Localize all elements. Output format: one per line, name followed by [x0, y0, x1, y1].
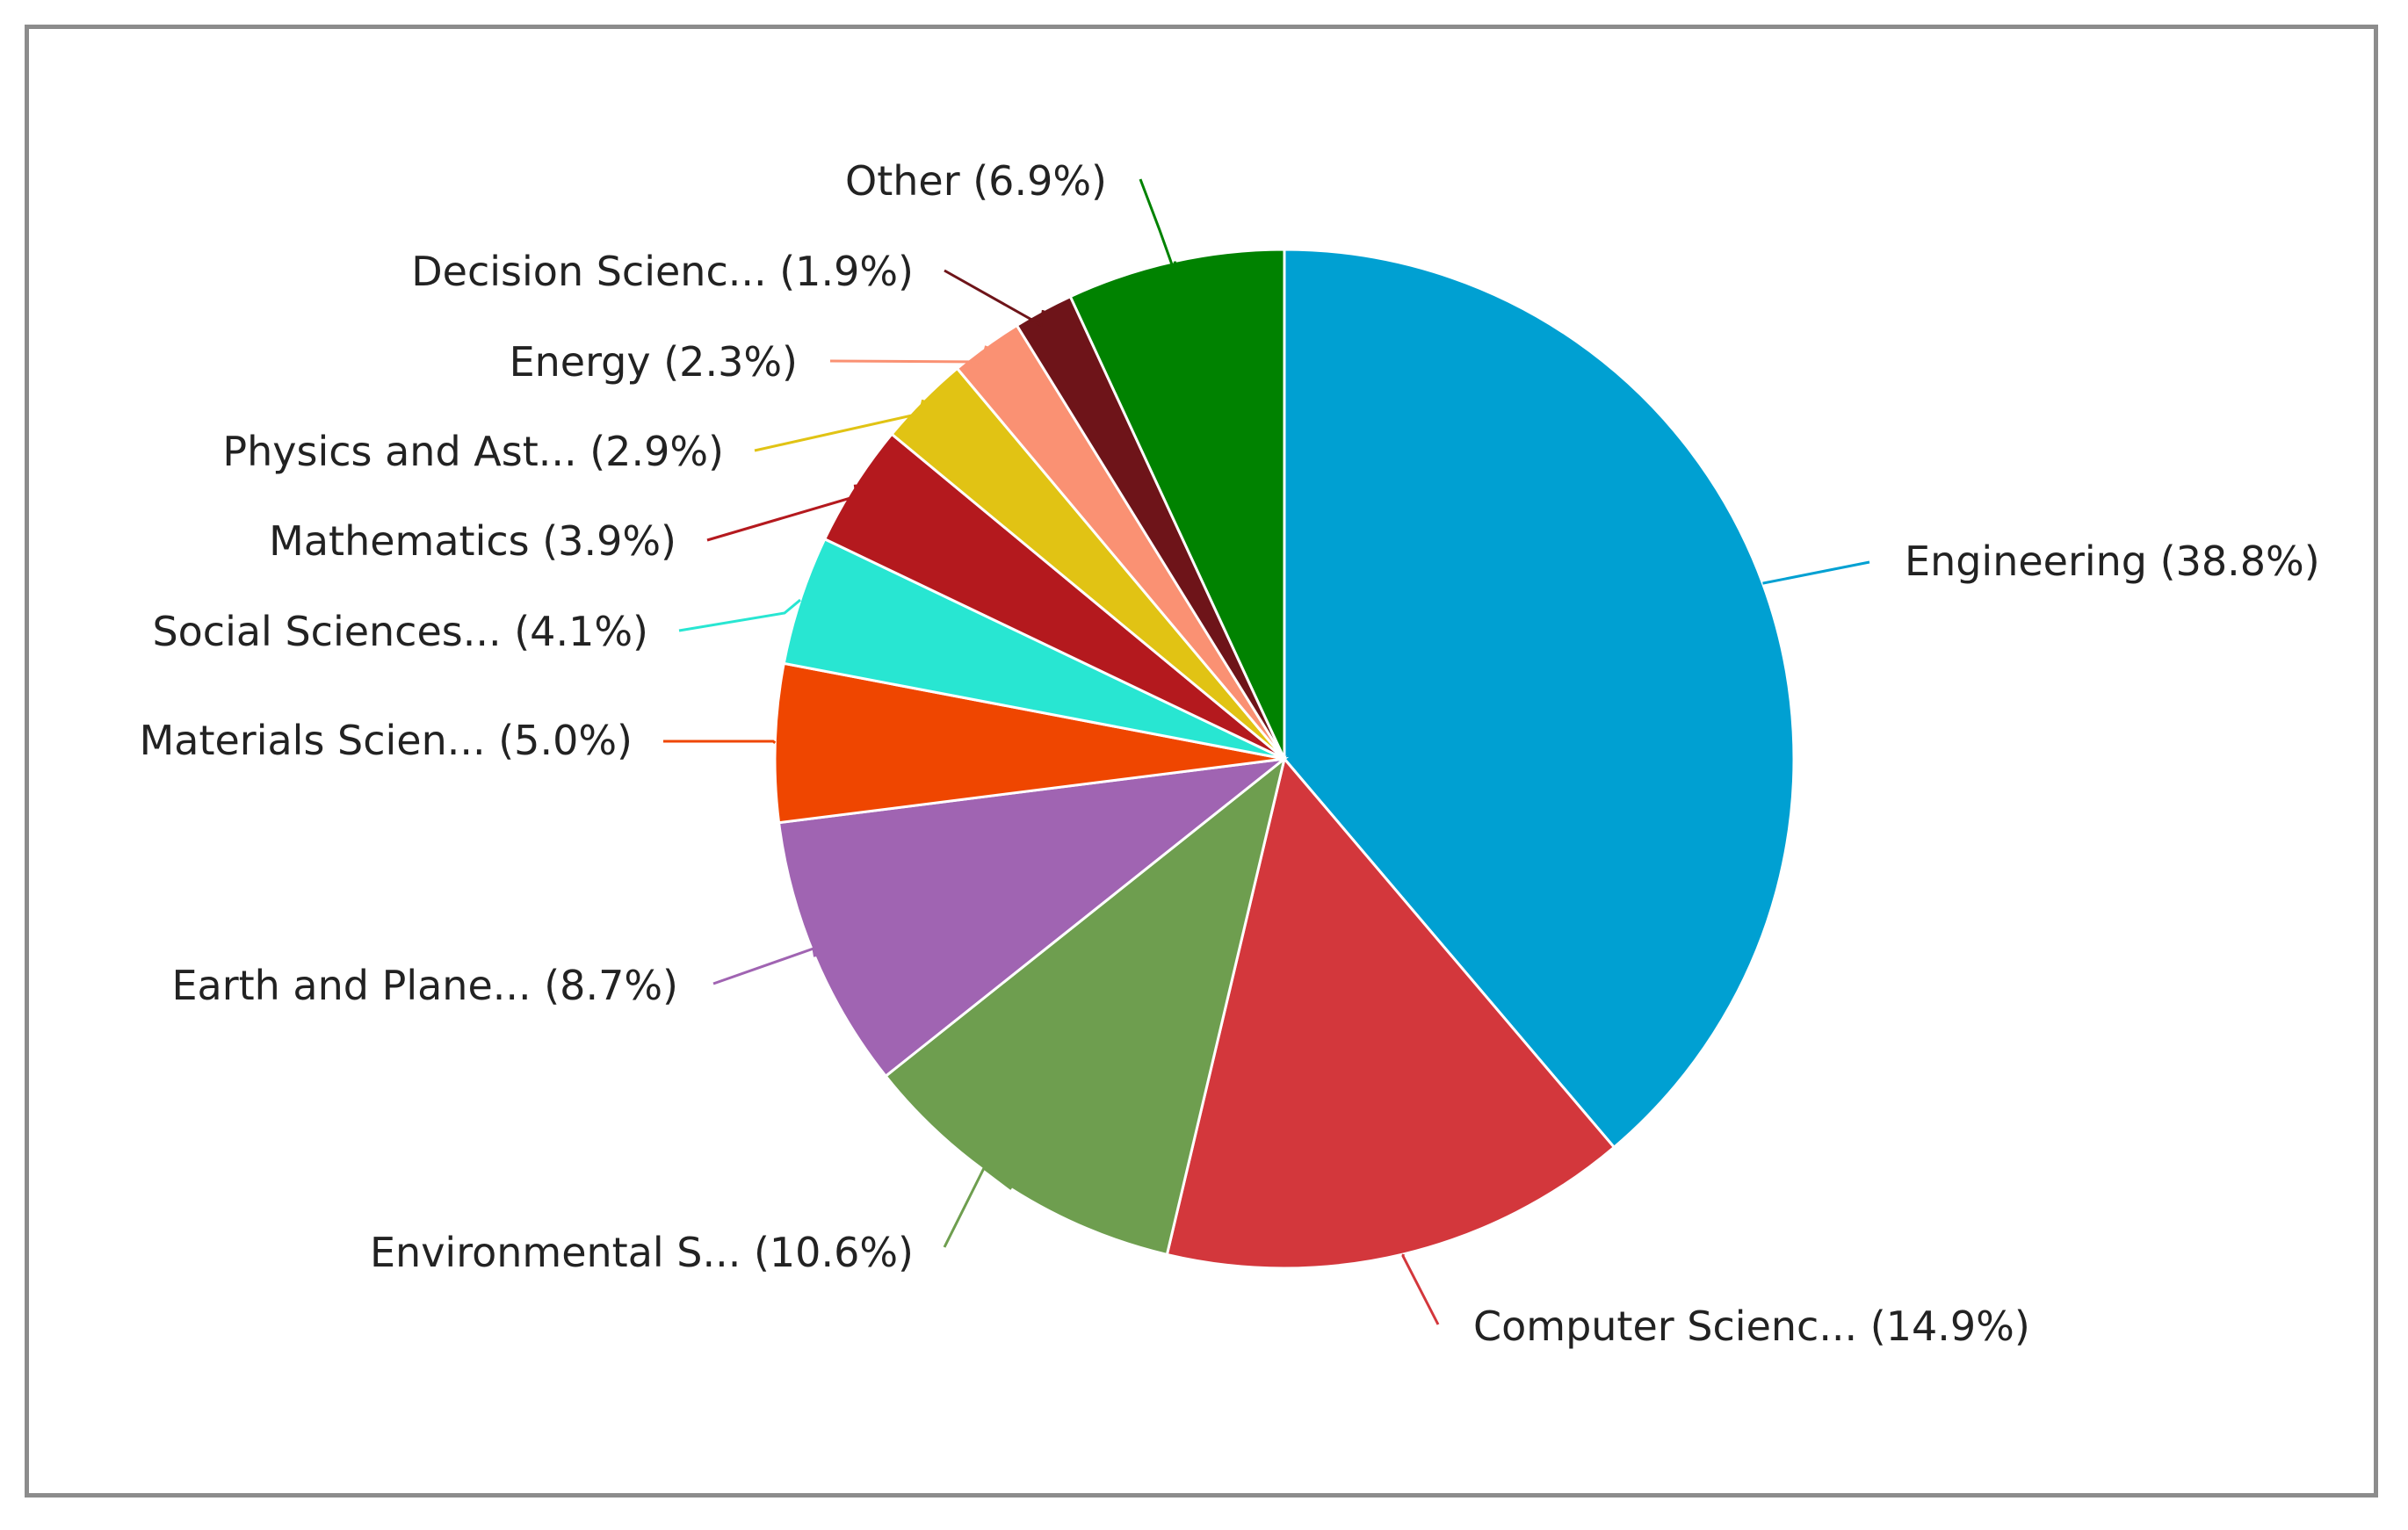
slices-layer: [773, 248, 1796, 1270]
leader-line-0: [1762, 560, 1870, 585]
pie-slice-0[interactable]: [1283, 248, 1796, 1150]
leader-line-1: [1401, 1253, 1440, 1325]
leader-line-9: [944, 269, 1045, 328]
slice-label-7: Physics and Ast... (2.9%): [222, 428, 724, 475]
pie-slice-3[interactable]: [777, 756, 1290, 1079]
slice-label-9: Decision Scienc... (1.9%): [411, 248, 914, 295]
slice-label-4: Materials Scien... (5.0%): [140, 717, 633, 764]
leader-line-4: [663, 740, 777, 744]
leader-line-10: [1139, 178, 1179, 280]
leader-line-6: [706, 484, 858, 542]
leader-line-7: [754, 399, 925, 452]
slice-label-6: Mathematics (3.9%): [269, 517, 676, 565]
leader-line-5: [678, 598, 801, 632]
slice-label-5: Social Sciences... (4.1%): [152, 608, 648, 655]
leader-line-8: [829, 345, 988, 364]
slice-label-1: Computer Scienc... (14.9%): [1473, 1303, 2030, 1350]
leader-line-3: [712, 946, 817, 985]
slice-label-0: Engineering (38.8%): [1905, 538, 2320, 585]
slice-label-8: Energy (2.3%): [510, 338, 798, 386]
leader-line-2: [943, 1166, 1013, 1248]
labels-layer: Engineering (38.8%) Computer Scienc... (1…: [140, 157, 2320, 1350]
leaders-layer: [663, 178, 1870, 1325]
slice-label-3: Earth and Plane... (8.7%): [171, 962, 678, 1009]
slice-label-2: Environmental S... (10.6%): [370, 1229, 914, 1276]
slice-label-10: Other (6.9%): [845, 157, 1107, 205]
